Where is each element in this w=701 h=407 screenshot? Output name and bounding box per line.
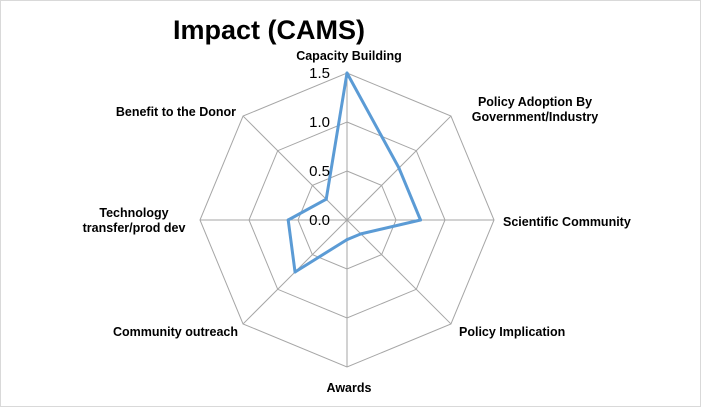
category-label: Awards bbox=[327, 381, 372, 395]
grid-layer bbox=[200, 73, 494, 367]
category-label: Technology transfer/prod dev bbox=[83, 206, 186, 235]
series-point bbox=[419, 219, 422, 222]
series-point bbox=[346, 72, 349, 75]
series-point bbox=[287, 219, 290, 222]
category-label: Community outreach bbox=[113, 325, 238, 339]
r-tick-label: 1.0 bbox=[309, 114, 330, 131]
category-label: Benefit to the Donor bbox=[116, 105, 236, 119]
series-point bbox=[397, 167, 400, 170]
series-point bbox=[325, 198, 328, 201]
series-line bbox=[288, 73, 420, 272]
category-label: Policy Implication bbox=[459, 325, 565, 339]
series-point bbox=[359, 232, 362, 235]
series-layer bbox=[287, 72, 422, 274]
r-tick-label: 1.5 bbox=[309, 65, 330, 82]
r-tick-label: 0.0 bbox=[309, 212, 330, 229]
category-label: Policy Adoption By Government/Industry bbox=[472, 95, 598, 124]
grid-spoke bbox=[347, 220, 451, 324]
category-label: Scientific Community bbox=[503, 215, 631, 229]
series-point bbox=[346, 238, 349, 241]
r-tick-label: 0.5 bbox=[309, 163, 330, 180]
radar-chart: 0.0 0.5 1.0 1.5 Capacity Building Policy Ado… bbox=[0, 0, 701, 407]
label-layer: Capacity Building Policy Adoption By Gover… bbox=[83, 49, 631, 395]
series-point bbox=[294, 270, 297, 273]
category-label: Capacity Building bbox=[296, 49, 402, 63]
